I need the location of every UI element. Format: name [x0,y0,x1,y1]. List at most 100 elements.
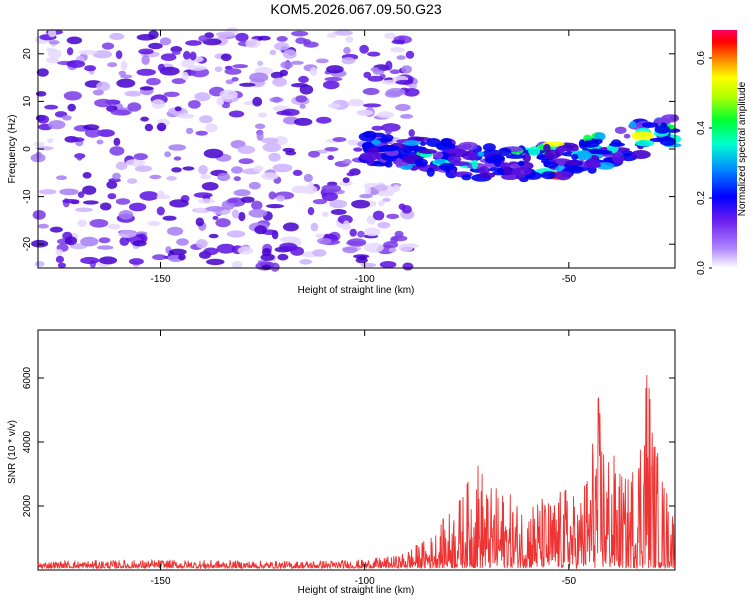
heatmap-cell [471,159,479,170]
heatmap-cell [156,206,165,216]
heatmap-cell [226,230,246,238]
heatmap-cell [359,194,373,199]
heatmap-cell [194,92,211,102]
heatmap-cell [110,109,131,116]
heatmap-cell [156,122,167,132]
heatmap-cell [631,130,654,141]
heatmap-cell [498,147,512,156]
heatmap-cell [100,202,112,211]
heatmap-cell [139,191,159,201]
y-tick-label: 6000 [22,366,33,389]
heatmap-cell [398,203,406,210]
heatmap-cell [569,166,584,174]
heatmap-cell [341,57,356,65]
snr-x-label: Height of straight line (km) [298,585,415,596]
heatmap-cell [35,91,47,97]
heatmap-cell [373,69,385,75]
heatmap-cell [491,171,507,176]
heatmap-cell [169,199,189,208]
colorbar-tick-label: 0.0 [696,261,707,275]
heatmap-cell [461,174,472,181]
heatmap-cell [312,249,327,257]
heatmap-cell [408,129,415,137]
heatmap-cell [661,114,680,123]
heatmap-cell [261,137,279,144]
heatmap-cell [414,158,428,167]
heatmap-cell [261,264,272,271]
y-tick-label: -20 [22,237,33,252]
heatmap-cell [109,146,125,156]
heatmap-cell [381,79,398,85]
heatmap-cell [151,99,165,109]
heatmap-cell [384,126,393,135]
heatmap-cell [48,120,66,130]
heatmap-cell [84,65,96,72]
heatmap-cell [116,78,136,88]
heatmap-cell [596,162,615,170]
heatmap-cell [309,67,318,76]
heatmap-cell [200,174,212,180]
heatmap-cell [251,200,263,210]
heatmap-cell [269,97,284,103]
heatmap-cell [62,199,80,204]
spectrogram-heatmap [30,27,682,272]
heatmap-cell [248,208,268,218]
heatmap-cell [118,229,137,239]
heatmap-cell [347,100,365,107]
heatmap-cell [353,147,363,152]
heatmap-cell [371,132,386,137]
heatmap-cell [106,180,118,189]
heatmap-cell [291,83,308,88]
heatmap-cell [147,220,161,227]
heatmap-cell [33,141,45,147]
heatmap-cell [71,137,85,142]
heatmap-cell [303,173,313,183]
heatmap-cell [503,166,512,176]
heatmap-cell [307,181,314,191]
heatmap-cell [276,110,292,116]
heatmap-cell [511,167,532,176]
heatmap-cell [630,150,651,159]
heatmap-cell [177,113,195,119]
heatmap-cell [544,149,560,160]
y-tick-label: 20 [22,48,33,60]
heatmap-cell [227,199,238,204]
heatmap-cell [342,158,352,165]
heatmap-cell [395,79,414,85]
heatmap-cell [477,151,485,157]
heatmap-cell [585,158,600,169]
heatmap-cell [432,151,444,159]
heatmap-cell [74,207,94,213]
heatmap-cell [641,122,659,128]
heatmap-cell [384,160,393,168]
heatmap-cell [285,150,297,156]
colorbar-tick-label: 0.4 [696,121,707,135]
heatmap-cell [347,139,360,146]
heatmap-cell [291,30,309,37]
heatmap-cell [307,207,315,216]
heatmap-cell [536,153,546,159]
heatmap-cell [291,185,308,194]
spectrogram-x-label: Height of straight line (km) [298,285,415,296]
heatmap-cell [359,44,369,54]
heatmap-cell [342,246,358,254]
heatmap-cell [357,230,365,238]
heatmap-cell [322,80,340,90]
heatmap-cell [379,145,400,152]
heatmap-cell [395,103,411,112]
colorbar-gradient [712,30,737,268]
heatmap-cell [77,219,87,227]
heatmap-cell [216,97,225,106]
heatmap-cell [379,261,397,269]
heatmap-cell [237,246,254,255]
heatmap-cell [270,71,284,79]
heatmap-cell [254,123,266,130]
heatmap-cell [141,55,150,65]
heatmap-cell [146,77,161,86]
snr-x-ticks: -150 -100 -50 [150,330,576,587]
heatmap-cell [372,210,385,221]
heatmap-cell [38,189,57,195]
heatmap-cell [76,153,83,161]
heatmap-cell [164,151,172,158]
heatmap-cell [303,41,319,48]
